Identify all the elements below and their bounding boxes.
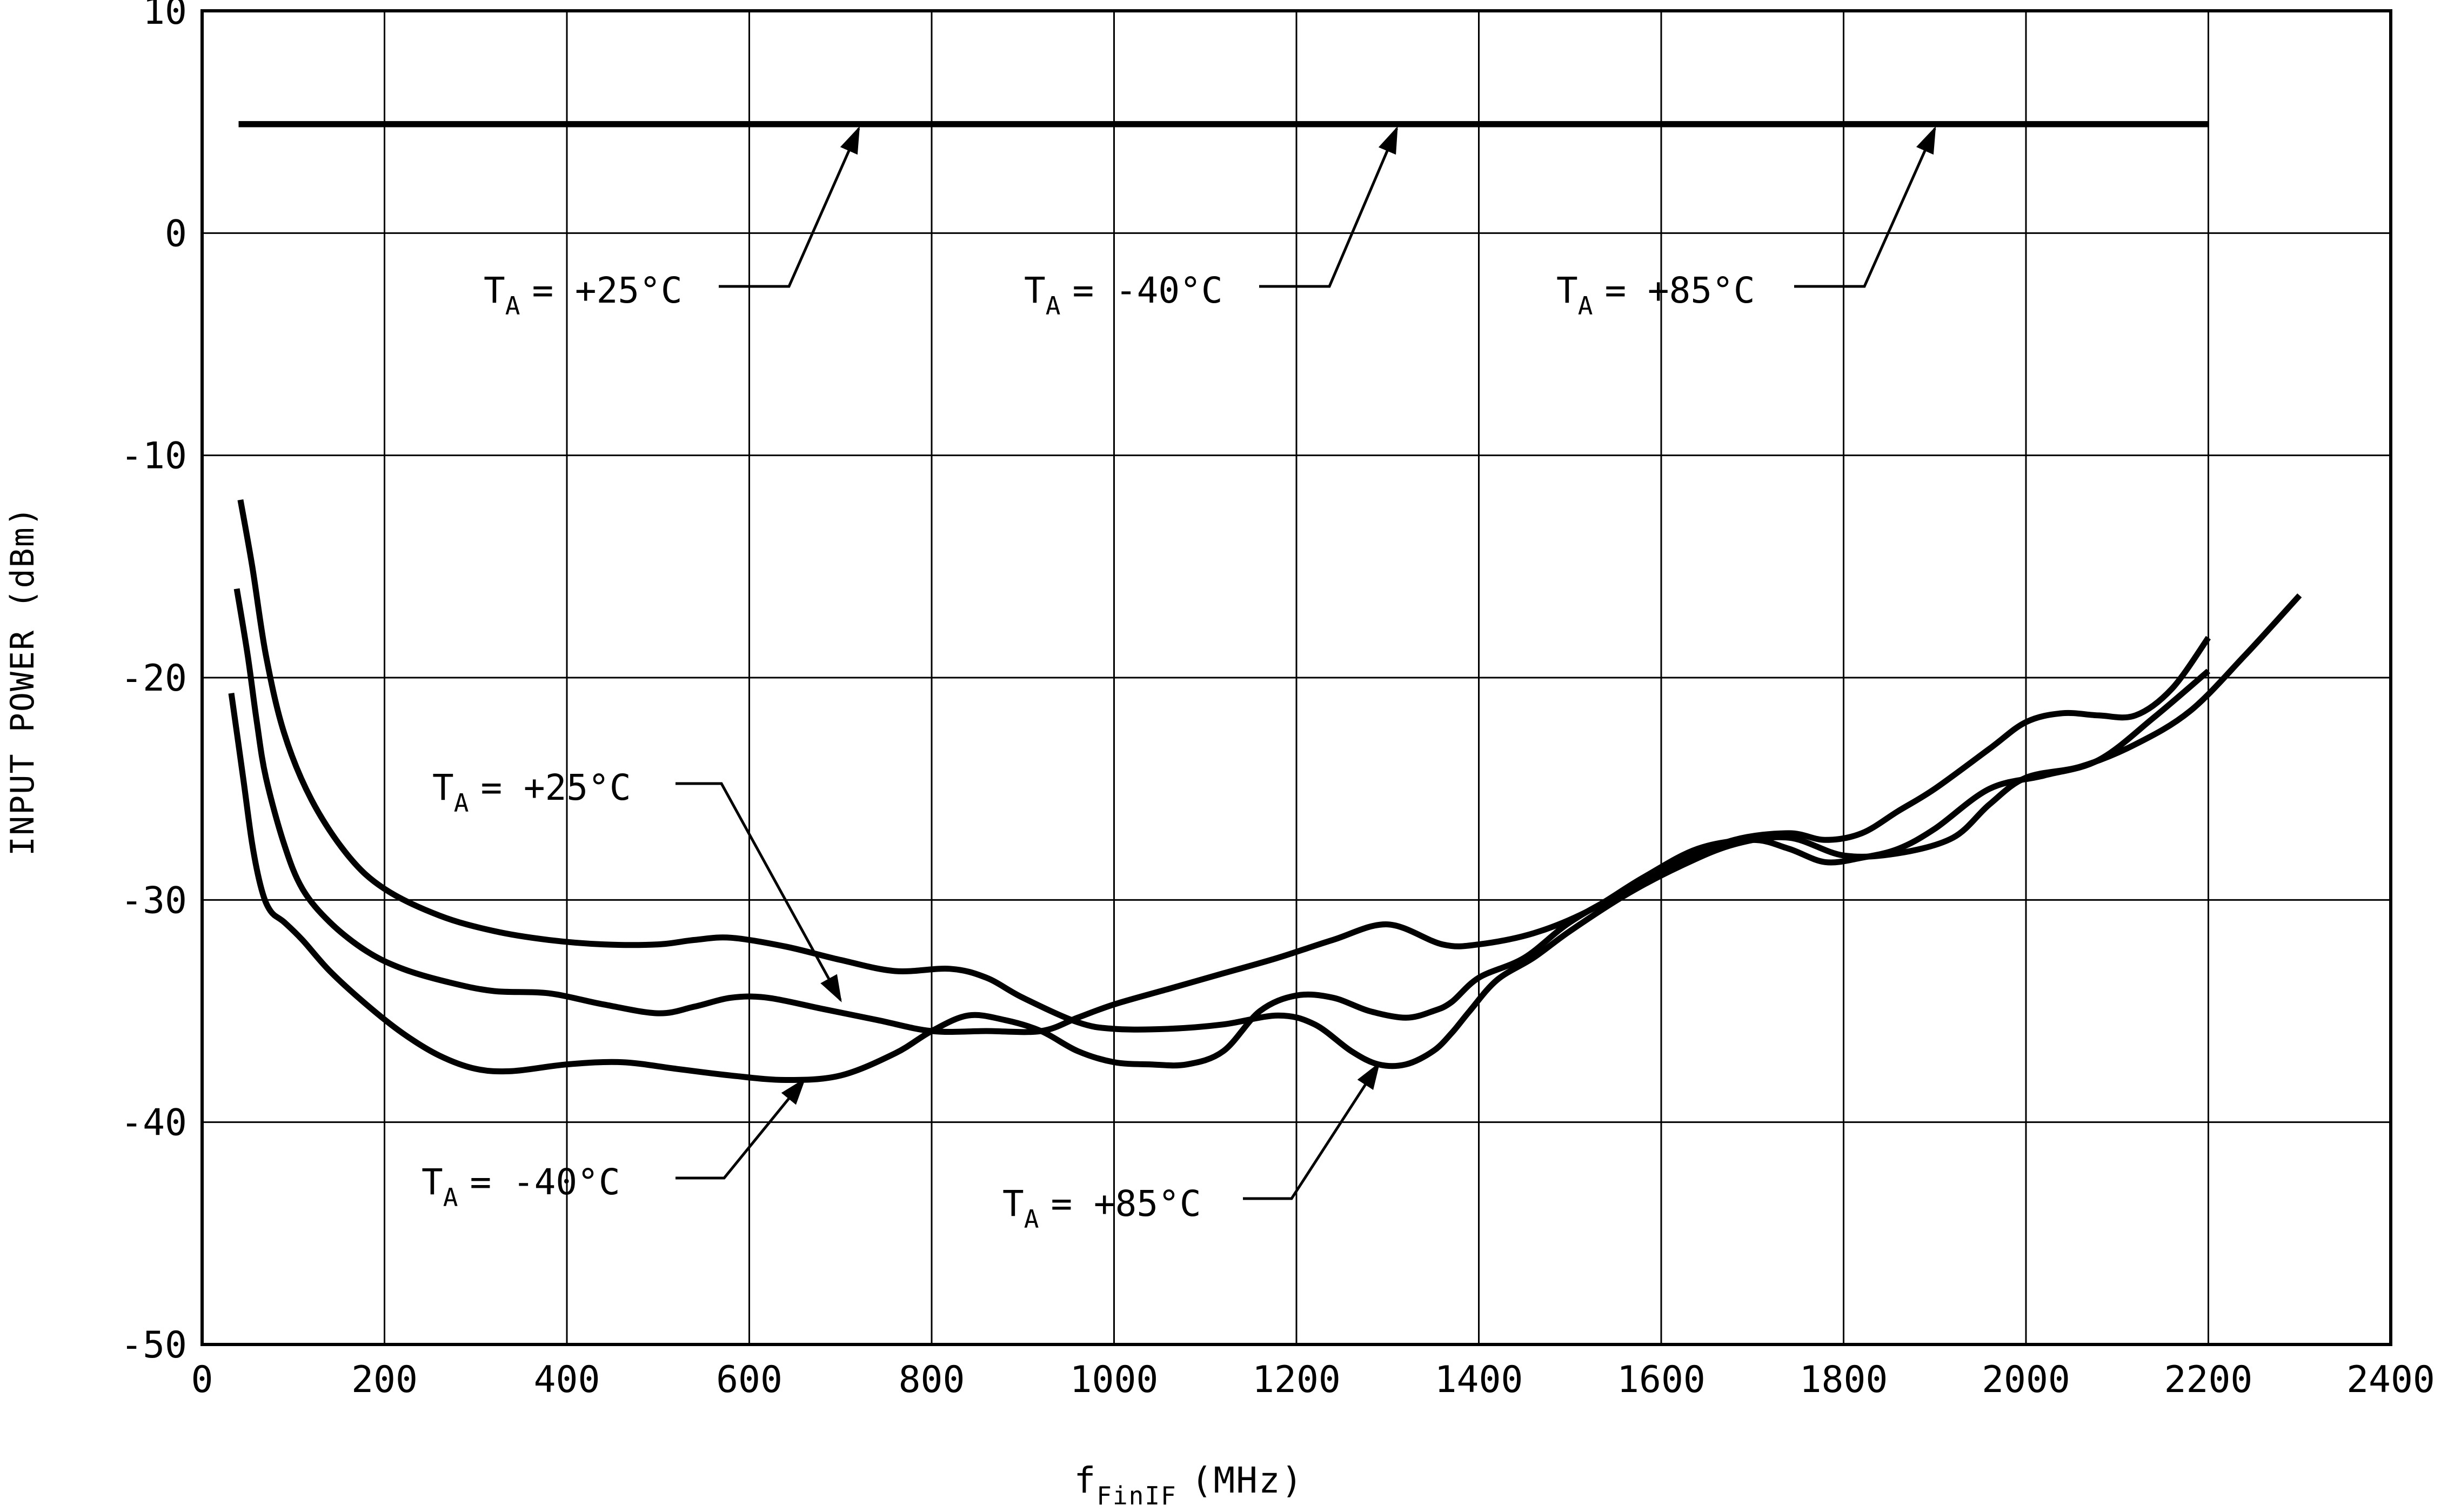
annotation-label: TA = -40°C <box>422 1161 620 1212</box>
plot-frame <box>200 9 2392 1346</box>
x-axis-title-unit: (MHz) <box>1191 1460 1304 1501</box>
x-tick-label: 1800 <box>1800 1359 1888 1401</box>
annotation-subscript: A <box>1024 1205 1039 1234</box>
annotation-symbol: T <box>432 767 454 808</box>
x-axis-title-sub: FinIF <box>1096 1481 1176 1510</box>
annotation-label: TA = +25°C <box>484 270 683 320</box>
x-tick-label: 1600 <box>1617 1359 1706 1401</box>
series-line-5 <box>228 635 2211 1083</box>
y-tick-label: 10 <box>143 0 187 33</box>
x-tick-label: 600 <box>716 1359 783 1401</box>
annotation-symbol: T <box>484 270 505 311</box>
x-tick-label: 1000 <box>1070 1359 1159 1401</box>
tick-labels: 0 200 400 600 800 1000 1200 1400 1600 1800 2000 220… <box>121 0 2435 1401</box>
annotation-arrow <box>1259 126 1398 288</box>
annotation-text: = -40°C <box>470 1161 620 1203</box>
annotation-symbol: T <box>422 1161 443 1203</box>
annotation-text: = +85°C <box>1604 270 1755 311</box>
series-line-4 <box>233 588 2211 1035</box>
annotation-arrow <box>676 782 842 1002</box>
series-lines <box>228 121 2302 1083</box>
annotation-label: TA = -40°C <box>1024 270 1223 320</box>
annotation-symbol: T <box>1556 270 1578 311</box>
y-axis-title: INPUT POWER (dBm) <box>4 506 42 856</box>
annotation-label: TA = +25°C <box>432 767 631 818</box>
x-tick-label: 200 <box>351 1359 418 1401</box>
series-line-6 <box>237 499 2302 1069</box>
x-tick-label: 1200 <box>1252 1359 1341 1401</box>
annotation-text: = -40°C <box>1072 270 1222 311</box>
x-tick-label: 2200 <box>2164 1359 2253 1401</box>
annotation-label: TA = +85°C <box>1002 1183 1201 1234</box>
y-tick-label: -20 <box>121 657 187 700</box>
annotation-arrow <box>676 1078 806 1180</box>
annotation-arrow <box>719 126 860 288</box>
annotation-subscript: A <box>454 788 469 818</box>
annotation-symbol: T <box>1002 1183 1024 1225</box>
y-tick-label: -30 <box>121 879 187 922</box>
grid <box>201 10 2392 1346</box>
annotation-subscript: A <box>1046 291 1061 320</box>
x-tick-label: 800 <box>899 1359 965 1401</box>
annotation-text: = +25°C <box>480 767 631 808</box>
annotation-text: = +85°C <box>1051 1183 1201 1225</box>
x-axis-title-main: f <box>1074 1460 1097 1501</box>
annotation-text: = +25°C <box>532 270 682 311</box>
annotation-subscript: A <box>443 1183 458 1212</box>
annotation-symbol: T <box>1024 270 1046 311</box>
x-tick-label: 400 <box>534 1359 600 1401</box>
x-tick-label: 0 <box>191 1359 213 1401</box>
annotation-arrow <box>1243 1062 1380 1200</box>
annotation-subscript: A <box>1578 291 1593 320</box>
annotations: TA = +25°C TA = -40°C TA = +85°CTA = +25°CTA = … <box>422 126 1936 1234</box>
x-tick-label: 1400 <box>1435 1359 1523 1401</box>
y-tick-label: 0 <box>165 212 187 255</box>
x-tick-label: 2000 <box>1982 1359 2070 1401</box>
annotation-subscript: A <box>505 291 520 320</box>
y-tick-label: -50 <box>121 1324 187 1367</box>
x-tick-label: 2400 <box>2346 1359 2435 1401</box>
y-tick-label: -10 <box>121 435 187 478</box>
annotation-arrow <box>1794 126 1936 288</box>
y-tick-label: -40 <box>121 1102 187 1145</box>
annotation-label: TA = +85°C <box>1556 270 1755 320</box>
x-axis-title: fFinIF (MHz) <box>1074 1460 1304 1510</box>
